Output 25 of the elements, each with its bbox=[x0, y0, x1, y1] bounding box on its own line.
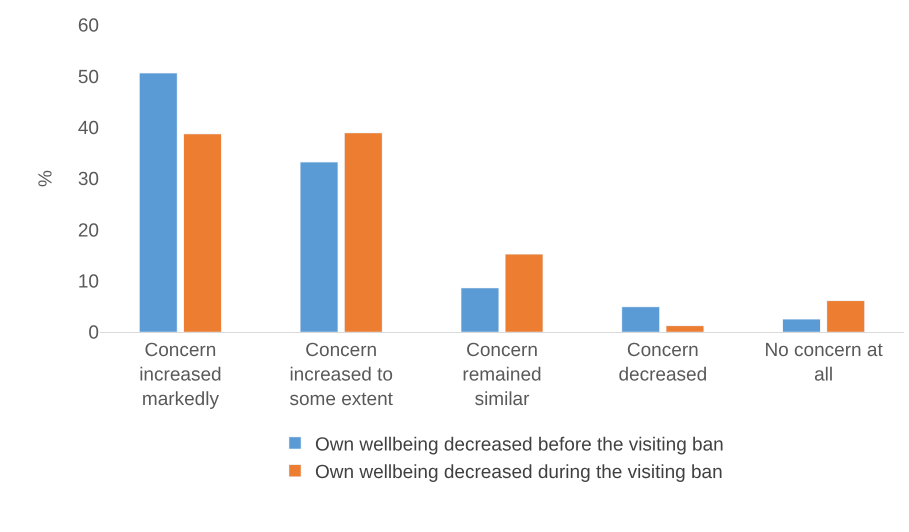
bar bbox=[505, 254, 544, 332]
bar bbox=[782, 318, 821, 332]
bar bbox=[460, 288, 499, 332]
bar bbox=[826, 300, 865, 332]
x-tick-label: Concern increased to some extent bbox=[289, 340, 394, 410]
y-tick-label: 40 bbox=[78, 118, 99, 139]
bar bbox=[666, 326, 704, 332]
legend-label: Own wellbeing decreased before the visiting ban bbox=[315, 434, 724, 456]
legend-label: Own wellbeing decreased during the visiting ban bbox=[315, 462, 723, 484]
y-tick-label: 0 bbox=[88, 322, 99, 344]
x-tick-label: Concern increased markedly bbox=[139, 340, 222, 410]
y-tick-label: 60 bbox=[78, 16, 99, 37]
bar bbox=[183, 134, 222, 332]
bar bbox=[139, 72, 178, 332]
y-tick-label: 30 bbox=[78, 169, 99, 190]
bar bbox=[300, 162, 338, 332]
y-tick-label: 10 bbox=[78, 271, 99, 292]
y-axis-title: % bbox=[36, 170, 57, 187]
x-tick-label: No concern at all bbox=[764, 340, 884, 386]
y-tick-label: 50 bbox=[78, 66, 99, 88]
bar bbox=[622, 306, 660, 332]
bar bbox=[344, 132, 382, 332]
x-tick-label: Concern decreased bbox=[618, 340, 708, 386]
y-tick-label: 20 bbox=[78, 220, 99, 242]
x-tick-label: Concern remained similar bbox=[462, 340, 542, 410]
